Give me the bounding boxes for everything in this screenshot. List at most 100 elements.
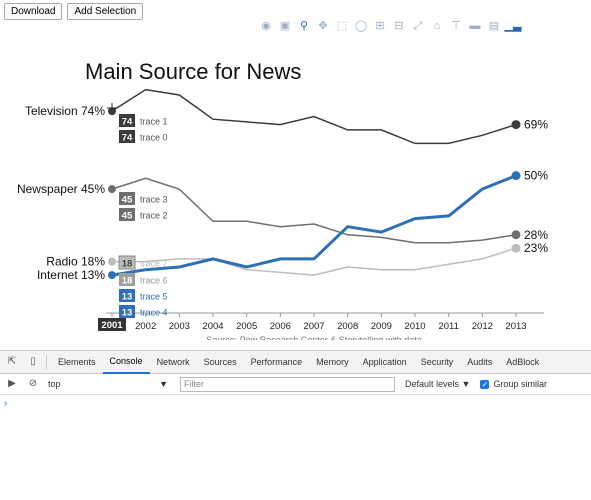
hover-value: 13 <box>122 292 133 303</box>
hover-x-box <box>98 318 126 331</box>
crosshair-cursor-icon <box>107 103 117 113</box>
spike-lines-icon[interactable]: ⊤ <box>451 20 461 32</box>
add-selection-button[interactable]: Add Selection <box>67 3 144 20</box>
zoom-icon[interactable]: ⚲ <box>299 20 309 32</box>
end-label: 69% <box>524 118 548 132</box>
x-tick-label: 2005 <box>236 321 257 332</box>
x-tick-label: 2013 <box>505 321 526 332</box>
hover-trace-name: trace 4 <box>140 308 168 318</box>
hover-value-box <box>119 192 135 205</box>
start-point <box>108 185 116 194</box>
x-tick-label: 2012 <box>472 321 493 332</box>
end-point <box>511 171 521 181</box>
end-label: 50% <box>524 169 548 183</box>
news-chart[interactable]: Main Source for News 2002 2003 2004 2005 2006… <box>0 40 591 340</box>
chart-title: Main Source for News <box>85 59 301 84</box>
series-line <box>112 247 517 276</box>
plotly-logo-icon[interactable]: ▁▃ <box>504 20 522 32</box>
series-line <box>111 174 517 277</box>
series-line <box>111 177 517 244</box>
pan-icon[interactable]: ✥ <box>318 20 328 32</box>
hover-value-box <box>118 255 136 270</box>
hover-x-label: 2001 <box>101 320 123 331</box>
filter-input[interactable]: Filter <box>180 376 395 392</box>
hover-value: 13 <box>122 308 133 319</box>
x-tick-label: 2002 <box>135 321 156 332</box>
end-point <box>511 230 521 240</box>
divider <box>46 355 47 369</box>
context-value: top <box>48 379 61 389</box>
x-tick-label: 2010 <box>404 321 425 332</box>
hover-value: 74 <box>122 117 133 128</box>
devtools-tab-bar: ⇱ ▯ Elements Console Network Sources Per… <box>0 351 591 374</box>
context-select[interactable]: top ▼ <box>48 377 172 391</box>
levels-dropdown[interactable]: Default levels ▼ <box>405 379 471 389</box>
start-point <box>108 271 116 280</box>
x-tick-label: 2004 <box>202 321 223 332</box>
start-label: Internet 13% <box>37 268 105 282</box>
x-tick-label: 2008 <box>337 321 358 332</box>
hover-value: 45 <box>122 195 133 206</box>
autoscale-icon[interactable]: ⤢ <box>413 20 423 32</box>
hover-value: 74 <box>122 133 133 144</box>
top-buttons: Download Add Selection <box>4 3 144 20</box>
end-label: 28% <box>524 228 548 242</box>
hover-value-box <box>119 289 135 302</box>
hover-trace-name: trace 5 <box>140 292 168 302</box>
hover-trace-name: trace 3 <box>140 195 168 205</box>
clear-console-icon[interactable]: ⊘ <box>28 378 38 389</box>
hover-value: 18 <box>122 259 133 270</box>
zoom-out-icon[interactable]: ⊟ <box>394 20 404 32</box>
hover-value-box <box>119 114 135 127</box>
hover-trace-name: trace 7 <box>140 259 168 269</box>
tab-elements[interactable]: Elements <box>58 357 96 367</box>
tab-audits[interactable]: Audits <box>467 357 493 367</box>
hover-closest-icon[interactable]: ▬ <box>469 20 481 32</box>
tab-sources[interactable]: Sources <box>203 357 237 367</box>
start-point <box>108 257 116 266</box>
console-prompt[interactable]: › <box>4 398 8 409</box>
camera-icon[interactable]: ◉ <box>261 20 271 32</box>
lasso-icon[interactable]: ◯ <box>354 20 368 32</box>
x-tick-label: 2011 <box>438 321 458 332</box>
hover-value-box <box>119 305 135 318</box>
tab-console[interactable]: Console <box>102 350 150 374</box>
hover-value-box <box>119 208 135 221</box>
x-tick-label: 2009 <box>371 321 392 332</box>
tab-performance[interactable]: Performance <box>250 357 303 367</box>
hover-compare-icon[interactable]: ▤ <box>488 20 500 32</box>
hover-value: 18 <box>122 276 133 287</box>
hover-trace-name: trace 1 <box>140 117 168 127</box>
group-similar-label: Group similar <box>493 379 547 389</box>
save-icon[interactable]: ▣ <box>279 20 291 32</box>
inspect-icon[interactable]: ⇱ <box>7 356 17 367</box>
hover-trace-name: trace 2 <box>140 211 168 221</box>
tab-network[interactable]: Network <box>156 357 190 367</box>
start-label: Newspaper 45% <box>17 182 105 196</box>
series-line <box>111 88 517 145</box>
hover-value: 45 <box>122 211 133 222</box>
tab-application[interactable]: Application <box>362 357 407 367</box>
hover-value-box <box>119 273 135 286</box>
devtools-panel: ⇱ ▯ Elements Console Network Sources Per… <box>0 350 591 500</box>
hover-trace-name: trace 0 <box>140 133 168 143</box>
device-toggle-icon[interactable]: ▯ <box>30 356 36 367</box>
hover-trace-name: trace 6 <box>140 276 168 286</box>
zoom-in-icon[interactable]: ⊞ <box>375 20 385 32</box>
start-label: Radio 18% <box>46 255 105 269</box>
home-icon[interactable]: ⌂ <box>433 20 441 32</box>
box-select-icon[interactable]: ⬚ <box>336 20 348 32</box>
tab-memory[interactable]: Memory <box>316 357 349 367</box>
x-tick-label: 2003 <box>169 321 190 332</box>
tab-security[interactable]: Security <box>420 357 454 367</box>
modebar: ◉ ▣ ⚲ ✥ ⬚ ◯ ⊞ ⊟ ⤢ ⌂ ⊤ ▬ ▤ ▁▃ <box>260 20 522 32</box>
x-tick-label: 2006 <box>270 321 291 332</box>
end-point <box>511 120 521 130</box>
sidebar-toggle-icon[interactable]: ▶ <box>8 378 16 389</box>
end-point <box>511 243 521 253</box>
group-similar-checkbox[interactable]: ✓ <box>480 379 490 389</box>
x-tick-label: 2007 <box>303 321 324 332</box>
download-button[interactable]: Download <box>4 3 63 20</box>
source-note: Source: Pew Research Center & Storytelli… <box>206 335 422 340</box>
tab-adblock[interactable]: AdBlock <box>506 357 540 367</box>
